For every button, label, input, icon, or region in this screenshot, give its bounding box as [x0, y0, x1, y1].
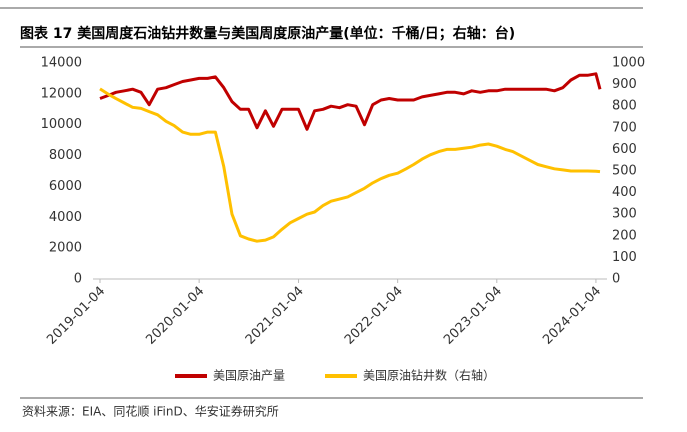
x-tick-label: 2021-01-04	[243, 284, 307, 348]
y2-tick-label: 700	[612, 120, 637, 135]
source: 资料来源：EIA、同花顺 iFinD、华安证券研究所	[22, 404, 279, 419]
legend-label: 美国原油钻井数（右轴）	[363, 368, 495, 383]
y2-tick-label: 100	[612, 250, 637, 265]
y2-tick-label: 600	[612, 142, 637, 157]
y-tick-label: 2000	[49, 241, 82, 256]
x-tick-label: 2020-01-04	[143, 284, 207, 348]
x-tick-label: 2022-01-04	[342, 284, 406, 348]
y2-tick-label: 400	[612, 185, 637, 200]
y2-tick-label: 1000	[612, 56, 645, 71]
y-tick-label: 8000	[49, 148, 82, 163]
y-tick-label: 4000	[49, 210, 82, 225]
y2-tick-label: 0	[612, 272, 620, 287]
y-tick-label: 0	[74, 272, 82, 287]
x-tick-label: 2019-01-04	[44, 284, 108, 348]
y2-tick-label: 200	[612, 228, 637, 243]
series-line	[99, 72, 602, 131]
y2-tick-label: 800	[612, 99, 637, 114]
y-tick-label: 10000	[41, 117, 82, 132]
series-line	[99, 87, 601, 243]
x-tick-label: 2024-01-04	[540, 284, 604, 348]
y2-tick-label: 300	[612, 207, 637, 222]
x-tick-label: 2023-01-04	[441, 284, 505, 348]
legend-label: 美国原油产量	[213, 369, 285, 383]
y-tick-label: 14000	[41, 56, 82, 71]
y2-tick-label: 500	[612, 164, 637, 179]
y-tick-label: 12000	[41, 86, 82, 101]
y-tick-label: 6000	[49, 179, 82, 194]
chart-title: 图表 17 美国周度石油钻井数量与美国周度原油产量(单位：千桶/日；右轴：台)	[20, 25, 515, 42]
y2-tick-label: 900	[612, 77, 637, 92]
